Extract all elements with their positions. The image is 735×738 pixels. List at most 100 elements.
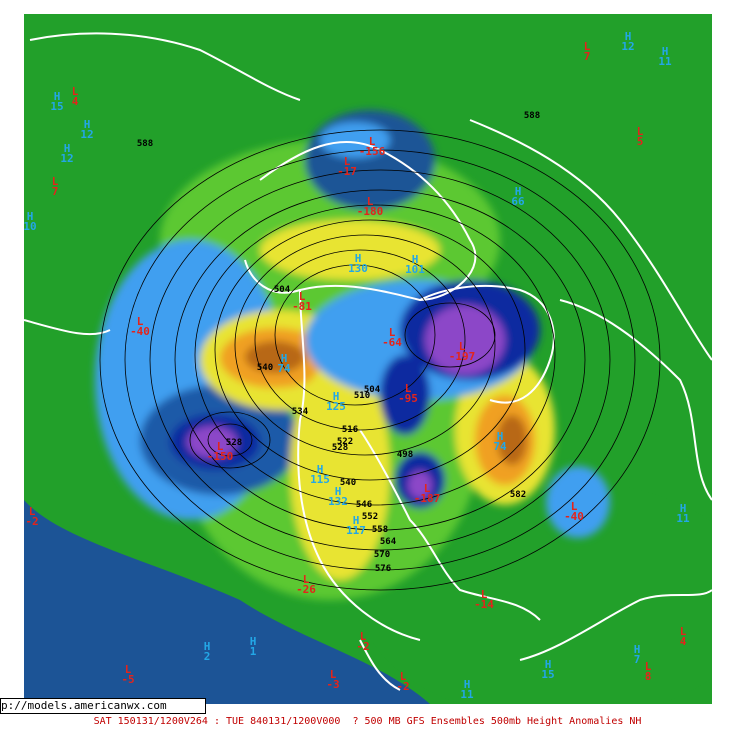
high-letter: H <box>204 640 211 653</box>
contour-label: 570 <box>374 550 390 560</box>
low-value: -2 <box>356 640 369 653</box>
low-letter: L <box>72 85 79 98</box>
high-value: 1 <box>250 645 257 658</box>
high-letter: H <box>335 485 342 498</box>
high-letter: H <box>353 514 360 527</box>
height-contours <box>99 129 661 591</box>
high-letter: H <box>333 390 340 403</box>
low-letter: L <box>389 326 396 339</box>
low-value: -180 <box>357 205 384 218</box>
high-value: 10 <box>23 220 36 233</box>
low-letter: L <box>571 500 578 513</box>
high-value: 15 <box>50 100 63 113</box>
low-letter: L <box>369 135 376 148</box>
high-letter: H <box>27 210 34 223</box>
contour-label: 516 <box>342 425 358 435</box>
contour-label: 504 <box>364 385 381 395</box>
contour-label: 588 <box>137 139 153 149</box>
low-letter: L <box>344 155 351 168</box>
low-letter: L <box>424 482 431 495</box>
low-letter: L <box>217 440 224 453</box>
high-value: 101 <box>405 263 425 276</box>
contour-label: 498 <box>397 450 413 460</box>
low-letter: L <box>680 625 687 638</box>
high-letter: H <box>464 678 471 691</box>
low-letter: L <box>299 290 306 303</box>
high-letter: H <box>355 252 362 265</box>
high-value: 2 <box>204 650 211 663</box>
low-value: -156 <box>359 145 386 158</box>
high-value: 66 <box>511 195 525 208</box>
low-letter: L <box>125 663 132 676</box>
high-letter: H <box>281 352 288 365</box>
high-letter: H <box>680 502 687 515</box>
contour-label: 576 <box>375 564 391 574</box>
low-value: -14 <box>474 598 494 611</box>
low-letter: L <box>360 630 367 643</box>
source-url: p://models.americanwx.com <box>0 698 206 714</box>
high-value: 115 <box>310 473 330 486</box>
contour-label: 546 <box>356 500 372 510</box>
high-letter: H <box>250 635 257 648</box>
low-letter: L <box>645 660 652 673</box>
high-value: 11 <box>460 688 474 701</box>
caption: SAT 150131/1200V264 : TUE 840131/1200V00… <box>93 716 642 727</box>
contour-label: 540 <box>340 478 356 488</box>
contour-label: 558 <box>372 525 388 535</box>
contour-label: 552 <box>362 512 378 522</box>
high-value: 11 <box>658 55 672 68</box>
low-letter: L <box>481 588 488 601</box>
low-value: 5 <box>637 135 644 148</box>
low-letter: L <box>137 315 144 328</box>
low-letter: L <box>459 340 466 353</box>
high-value: 74 <box>277 362 291 375</box>
contour-label: 582 <box>510 490 526 500</box>
anomaly-field <box>24 14 712 704</box>
high-value: 12 <box>80 128 93 141</box>
low-value: -40 <box>130 325 150 338</box>
high-value: 74 <box>493 440 507 453</box>
low-value: -2 <box>396 680 409 693</box>
low-letter: L <box>405 382 412 395</box>
low-letter: L <box>367 195 374 208</box>
low-value: 4 <box>680 635 687 648</box>
high-letter: H <box>545 658 552 671</box>
high-letter: H <box>317 463 324 476</box>
high-value: 132 <box>328 495 348 508</box>
low-value: -187 <box>414 492 441 505</box>
low-value: 8 <box>645 670 652 683</box>
contour-label: 540 <box>257 363 273 373</box>
high-value: 11 <box>676 512 690 525</box>
high-letter: H <box>634 643 641 656</box>
contour-label: 504 <box>274 285 291 295</box>
low-value: -26 <box>296 583 316 596</box>
low-value: -17 <box>337 165 357 178</box>
low-value: -2 <box>25 515 38 528</box>
low-letter: L <box>52 175 59 188</box>
low-letter: L <box>637 125 644 138</box>
low-letter: L <box>400 670 407 683</box>
high-value: 12 <box>60 152 73 165</box>
low-value: -81 <box>292 300 312 313</box>
low-value: 4 <box>72 95 79 108</box>
high-value: 15 <box>541 668 554 681</box>
high-value: 130 <box>348 262 368 275</box>
low-letter: L <box>29 505 36 518</box>
high-letter: H <box>84 118 91 131</box>
high-value: 117 <box>346 524 366 537</box>
low-letter: L <box>584 40 591 53</box>
low-value: -3 <box>326 678 339 691</box>
high-letter: H <box>64 142 71 155</box>
low-value: -150 <box>207 450 234 463</box>
low-value: 7 <box>52 185 59 198</box>
low-letter: L <box>330 668 337 681</box>
contour-label: 528 <box>226 438 242 448</box>
low-value: -64 <box>382 336 402 349</box>
high-letter: H <box>515 185 522 198</box>
low-value: 7 <box>584 50 591 63</box>
low-value: -197 <box>449 350 476 363</box>
high-letter: H <box>412 253 419 266</box>
low-value: -40 <box>564 510 584 523</box>
